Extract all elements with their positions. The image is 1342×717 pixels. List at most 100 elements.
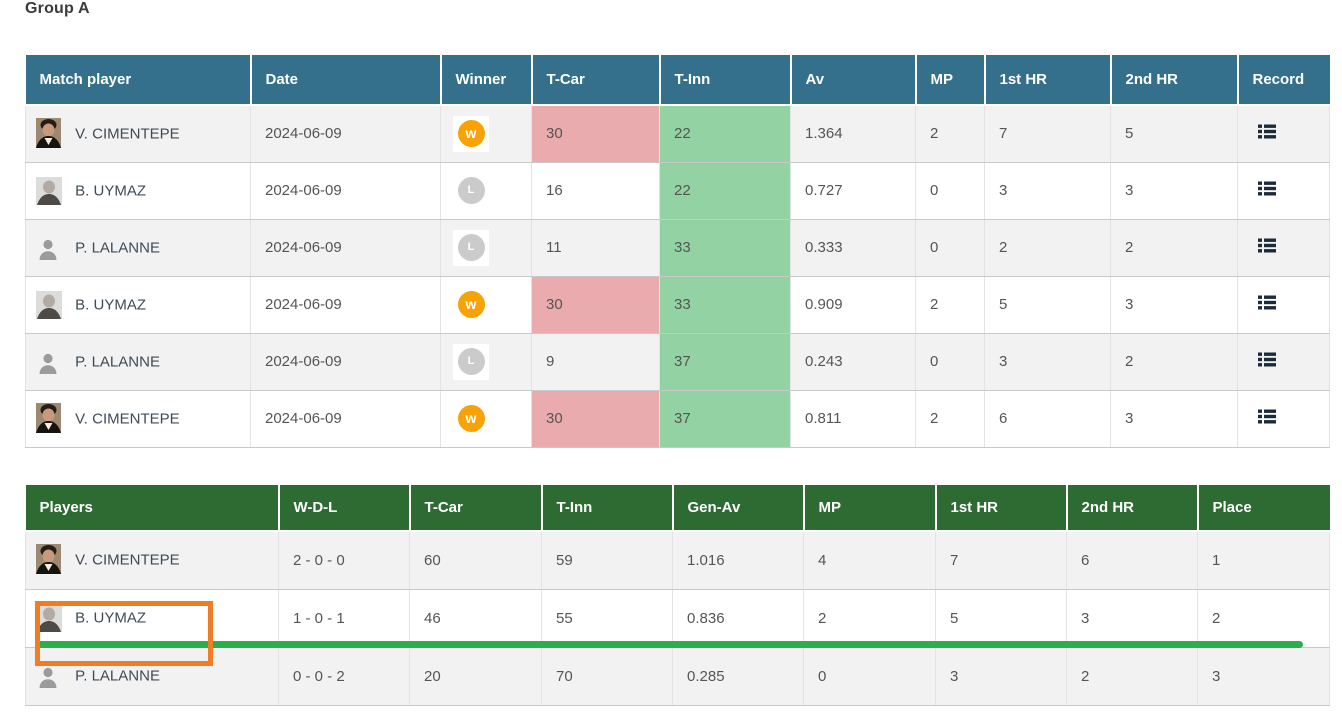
col-header-mp: MP [803,485,937,532]
t-car-cell: 20 [409,647,542,706]
user-silhouette-icon [39,353,57,374]
player-name[interactable]: B. UYMAZ [75,296,147,313]
first-hr-cell: 7 [984,105,1111,163]
t-inn-cell: 70 [541,647,673,706]
t-car-cell: 30 [531,276,660,334]
gen-av-cell: 1.016 [672,531,804,590]
place-cell: 1 [1197,531,1330,590]
col-header-mp: MP [915,55,986,106]
record-list-icon[interactable] [1258,181,1276,200]
second-hr-cell: 2 [1110,219,1238,277]
record-cell [1237,162,1330,220]
mp-cell: 0 [915,162,985,220]
match-table-header-row: Match player Date Winner T-Car T-Inn Av … [25,55,1330,106]
mp-cell: 2 [915,105,985,163]
winner-badge-wrap: w [453,286,489,323]
player-name[interactable]: P. LALANNE [75,667,160,685]
col-header-av: Av [790,55,917,106]
player-avatar [36,661,62,691]
wdl-cell: 0 - 0 - 2 [278,647,410,706]
second-hr-cell: 3 [1110,276,1238,334]
first-hr-cell: 5 [984,276,1111,334]
player-cell: V. CIMENTEPE [25,390,251,448]
player-avatar [36,176,62,206]
col-header-t-inn: T-Inn [541,485,674,532]
t-car-cell: 30 [531,105,660,163]
record-cell [1237,105,1330,163]
winner-badge-icon: L [457,234,485,262]
player-name[interactable]: B. UYMAZ [75,609,147,627]
match-table-row: P. LALANNE 2024-06-09 L 11 33 0.333 0 2 … [25,219,1330,277]
winner-badge-wrap: L [453,229,489,266]
record-list-icon[interactable] [1258,352,1276,371]
first-hr-cell: 2 [984,219,1111,277]
winner-cell: w [440,105,532,163]
standings-table-row: P. LALANNE 0 - 0 - 2 20 70 0.285 0 3 2 3 [25,647,1330,706]
player-name[interactable]: V. CIMENTEPE [75,410,180,427]
player-avatar [36,347,62,377]
av-cell: 0.333 [790,219,916,277]
page-title: Group A [25,0,90,17]
second-hr-cell: 5 [1110,105,1238,163]
winner-cell: L [440,333,532,391]
date-cell: 2024-06-09 [250,219,441,277]
col-header-place: Place [1197,485,1330,532]
player-avatar [36,117,62,149]
player-cell: B. UYMAZ [25,162,251,220]
date-cell: 2024-06-09 [250,162,441,220]
t-inn-cell: 59 [541,531,673,590]
player-name[interactable]: P. LALANNE [75,239,160,256]
record-list-icon[interactable] [1258,124,1276,143]
t-car-cell: 9 [531,333,660,391]
second-hr-cell: 2 [1110,333,1238,391]
winner-badge-icon: w [457,120,485,148]
place-cell: 3 [1197,647,1330,706]
player-name[interactable]: V. CIMENTEPE [75,125,180,143]
t-inn-cell: 37 [659,333,791,391]
winner-badge-icon: L [457,177,485,205]
first-hr-cell: 3 [935,647,1067,706]
col-header-1st-hr: 1st HR [984,55,1112,106]
mp-cell: 0 [915,219,985,277]
second-hr-cell: 3 [1066,589,1198,648]
player-cell: V. CIMENTEPE [25,105,251,163]
col-header-2nd-hr: 2nd HR [1066,485,1199,532]
winner-cell: w [440,276,532,334]
mp-cell: 2 [915,390,985,448]
winner-badge-wrap: L [453,172,489,209]
user-silhouette-icon [39,667,57,688]
player-name[interactable]: B. UYMAZ [75,182,147,199]
place-cell: 2 [1197,589,1330,648]
wdl-cell: 1 - 0 - 1 [278,589,410,648]
record-list-icon[interactable] [1258,409,1276,428]
player-avatar [36,544,62,575]
mp-cell: 0 [803,647,936,706]
first-hr-cell: 6 [984,390,1111,448]
winner-cell: w [440,390,532,448]
player-cell: B. UYMAZ [25,589,279,648]
user-silhouette-icon [39,239,57,260]
player-cell: P. LALANNE [25,647,279,706]
t-inn-cell: 22 [659,105,791,163]
player-name[interactable]: V. CIMENTEPE [75,551,180,569]
player-photo-uymaz [36,290,62,319]
t-inn-cell: 22 [659,162,791,220]
match-results-table: Match player Date Winner T-Car T-Inn Av … [25,55,1330,448]
match-table-row: B. UYMAZ 2024-06-09 w 30 33 0.909 2 5 3 [25,276,1330,334]
standings-header-row: Players W-D-L T-Car T-Inn Gen-Av MP 1st … [25,485,1330,532]
col-header-t-car: T-Car [531,55,661,106]
winner-badge-wrap: L [453,343,489,380]
record-list-icon[interactable] [1258,238,1276,257]
av-cell: 0.243 [790,333,916,391]
col-header-gen-av: Gen-Av [672,485,805,532]
record-list-icon[interactable] [1258,295,1276,314]
player-name[interactable]: P. LALANNE [75,353,160,370]
player-photo-uymaz [36,604,62,632]
av-cell: 0.811 [790,390,916,448]
standings-table-row: V. CIMENTEPE 2 - 0 - 0 60 59 1.016 4 7 6… [25,531,1330,590]
player-avatar [36,290,62,320]
gen-av-cell: 0.836 [672,589,804,648]
second-hr-cell: 3 [1110,390,1238,448]
player-photo-cimentepe [36,117,61,148]
